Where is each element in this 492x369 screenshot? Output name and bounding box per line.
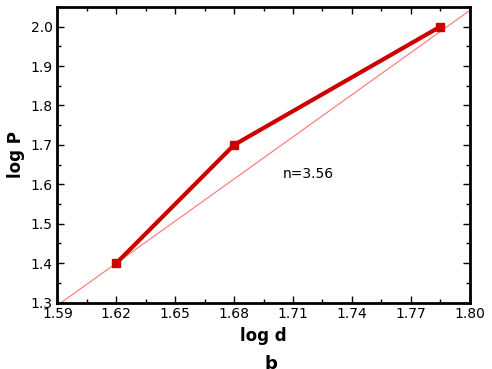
X-axis label: log d: log d (240, 327, 287, 345)
Text: n=3.56: n=3.56 (283, 168, 334, 182)
Text: b: b (264, 355, 277, 369)
Y-axis label: log P: log P (7, 131, 25, 178)
